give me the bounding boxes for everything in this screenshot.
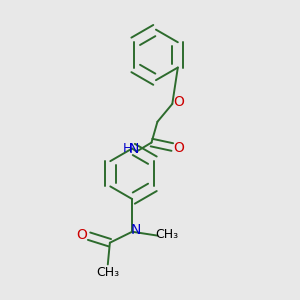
Text: H: H xyxy=(122,142,132,155)
Text: N: N xyxy=(128,142,139,155)
Text: O: O xyxy=(76,228,87,242)
Text: N: N xyxy=(130,223,141,237)
Text: CH₃: CH₃ xyxy=(155,228,178,241)
Text: CH₃: CH₃ xyxy=(96,266,119,279)
Text: O: O xyxy=(173,95,184,110)
Text: O: O xyxy=(173,141,184,155)
